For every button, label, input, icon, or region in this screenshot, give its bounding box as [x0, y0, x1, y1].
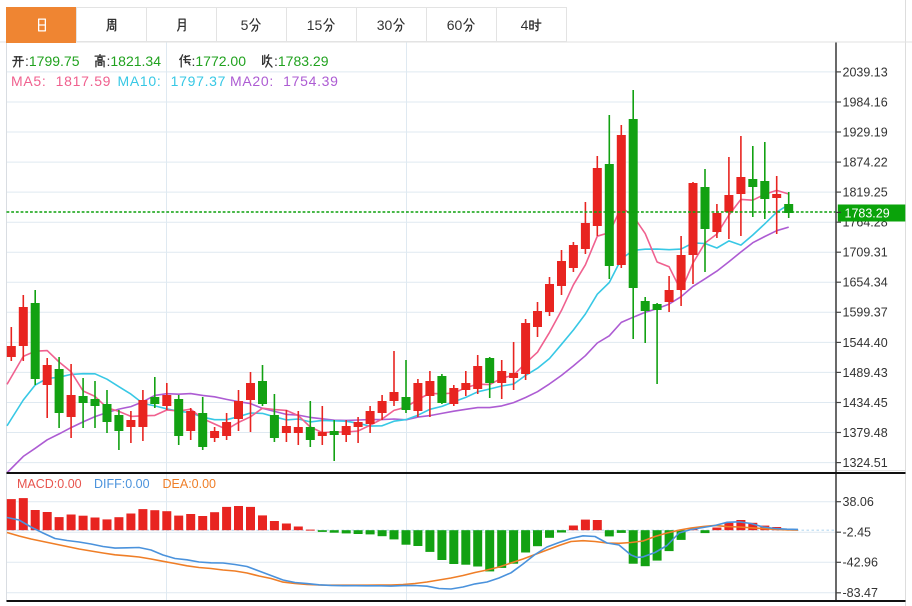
svg-text:1819.25: 1819.25: [843, 186, 888, 200]
svg-text:-83.47: -83.47: [843, 586, 878, 600]
svg-text:1544.40: 1544.40: [843, 336, 888, 350]
svg-text:1324.51: 1324.51: [843, 456, 888, 470]
svg-text:1379.48: 1379.48: [843, 426, 888, 440]
svg-text:1599.37: 1599.37: [843, 306, 888, 320]
svg-text:-42.96: -42.96: [843, 556, 878, 570]
svg-text:1783.29: 1783.29: [845, 206, 890, 220]
svg-text:-2.45: -2.45: [843, 526, 872, 540]
svg-text:1709.31: 1709.31: [843, 246, 888, 260]
svg-text:1489.43: 1489.43: [843, 366, 888, 380]
svg-text:38.06: 38.06: [843, 495, 874, 509]
svg-text:2039.13: 2039.13: [843, 65, 888, 79]
svg-text:1654.34: 1654.34: [843, 276, 888, 290]
svg-text:1984.16: 1984.16: [843, 95, 888, 109]
svg-text:1434.45: 1434.45: [843, 396, 888, 410]
svg-text:1929.19: 1929.19: [843, 125, 888, 139]
svg-text:1874.22: 1874.22: [843, 156, 888, 170]
